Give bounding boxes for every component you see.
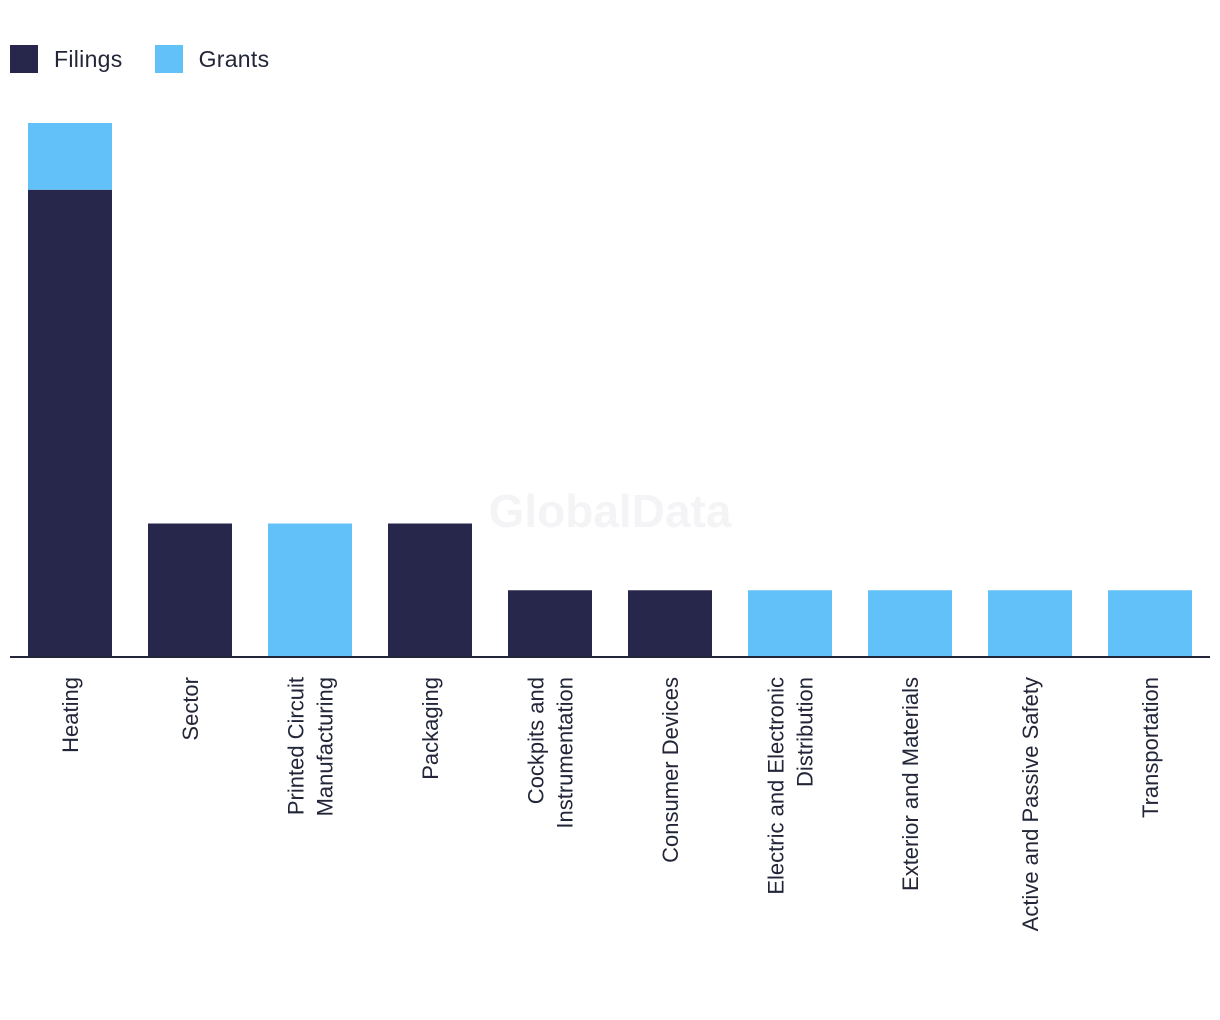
watermark-text: GlobalData: [489, 485, 732, 537]
x-tick-label-6-0: Electric and Electronic: [764, 677, 789, 895]
x-tick-label-3-0: Packaging: [418, 677, 443, 780]
bar-filings-5[interactable]: [628, 590, 712, 657]
legend-item-filings[interactable]: Filings: [10, 45, 123, 73]
bar-filings-0[interactable]: [28, 189, 112, 657]
x-tick-label-0-0: Heating: [58, 677, 83, 753]
legend-swatch-grants: [154, 45, 183, 73]
x-tick-label-7-0: Exterior and Materials: [898, 677, 923, 891]
bar-grants-0[interactable]: [28, 123, 112, 190]
bar-grants-2[interactable]: [268, 523, 352, 658]
bar-grants-8[interactable]: [988, 590, 1072, 657]
bars-group: [28, 123, 1192, 657]
x-tick-label-8-0: Active and Passive Safety: [1018, 677, 1043, 931]
x-tick-label-5-0: Consumer Devices: [658, 677, 683, 863]
legend-item-grants[interactable]: Grants: [154, 45, 270, 73]
x-tick-labels: Heating Sector Printed Circuit Manufacturin…: [58, 677, 1163, 931]
x-tick-label-2-0: Printed Circuit: [284, 677, 309, 815]
x-tick-label-6-1: Distribution: [793, 677, 818, 787]
bar-grants-9[interactable]: [1108, 590, 1192, 657]
legend-label-filings: Filings: [54, 45, 123, 72]
legend-label-grants: Grants: [198, 45, 270, 72]
x-tick-label-4-0: Cockpits and: [524, 677, 549, 804]
x-tick-label-9-0: Transportation: [1138, 677, 1163, 818]
bar-grants-7[interactable]: [868, 590, 952, 657]
bar-filings-1[interactable]: [148, 523, 232, 658]
bar-filings-4[interactable]: [508, 590, 592, 657]
bar-filings-3[interactable]: [388, 523, 472, 658]
legend-swatch-filings: [10, 45, 38, 73]
bar-grants-6[interactable]: [748, 590, 832, 657]
x-tick-label-2-1: Manufacturing: [313, 677, 338, 816]
x-tick-label-4-1: Instrumentation: [553, 677, 578, 829]
legend: Filings Grants: [10, 43, 301, 75]
x-tick-label-1-0: Sector: [178, 677, 203, 741]
